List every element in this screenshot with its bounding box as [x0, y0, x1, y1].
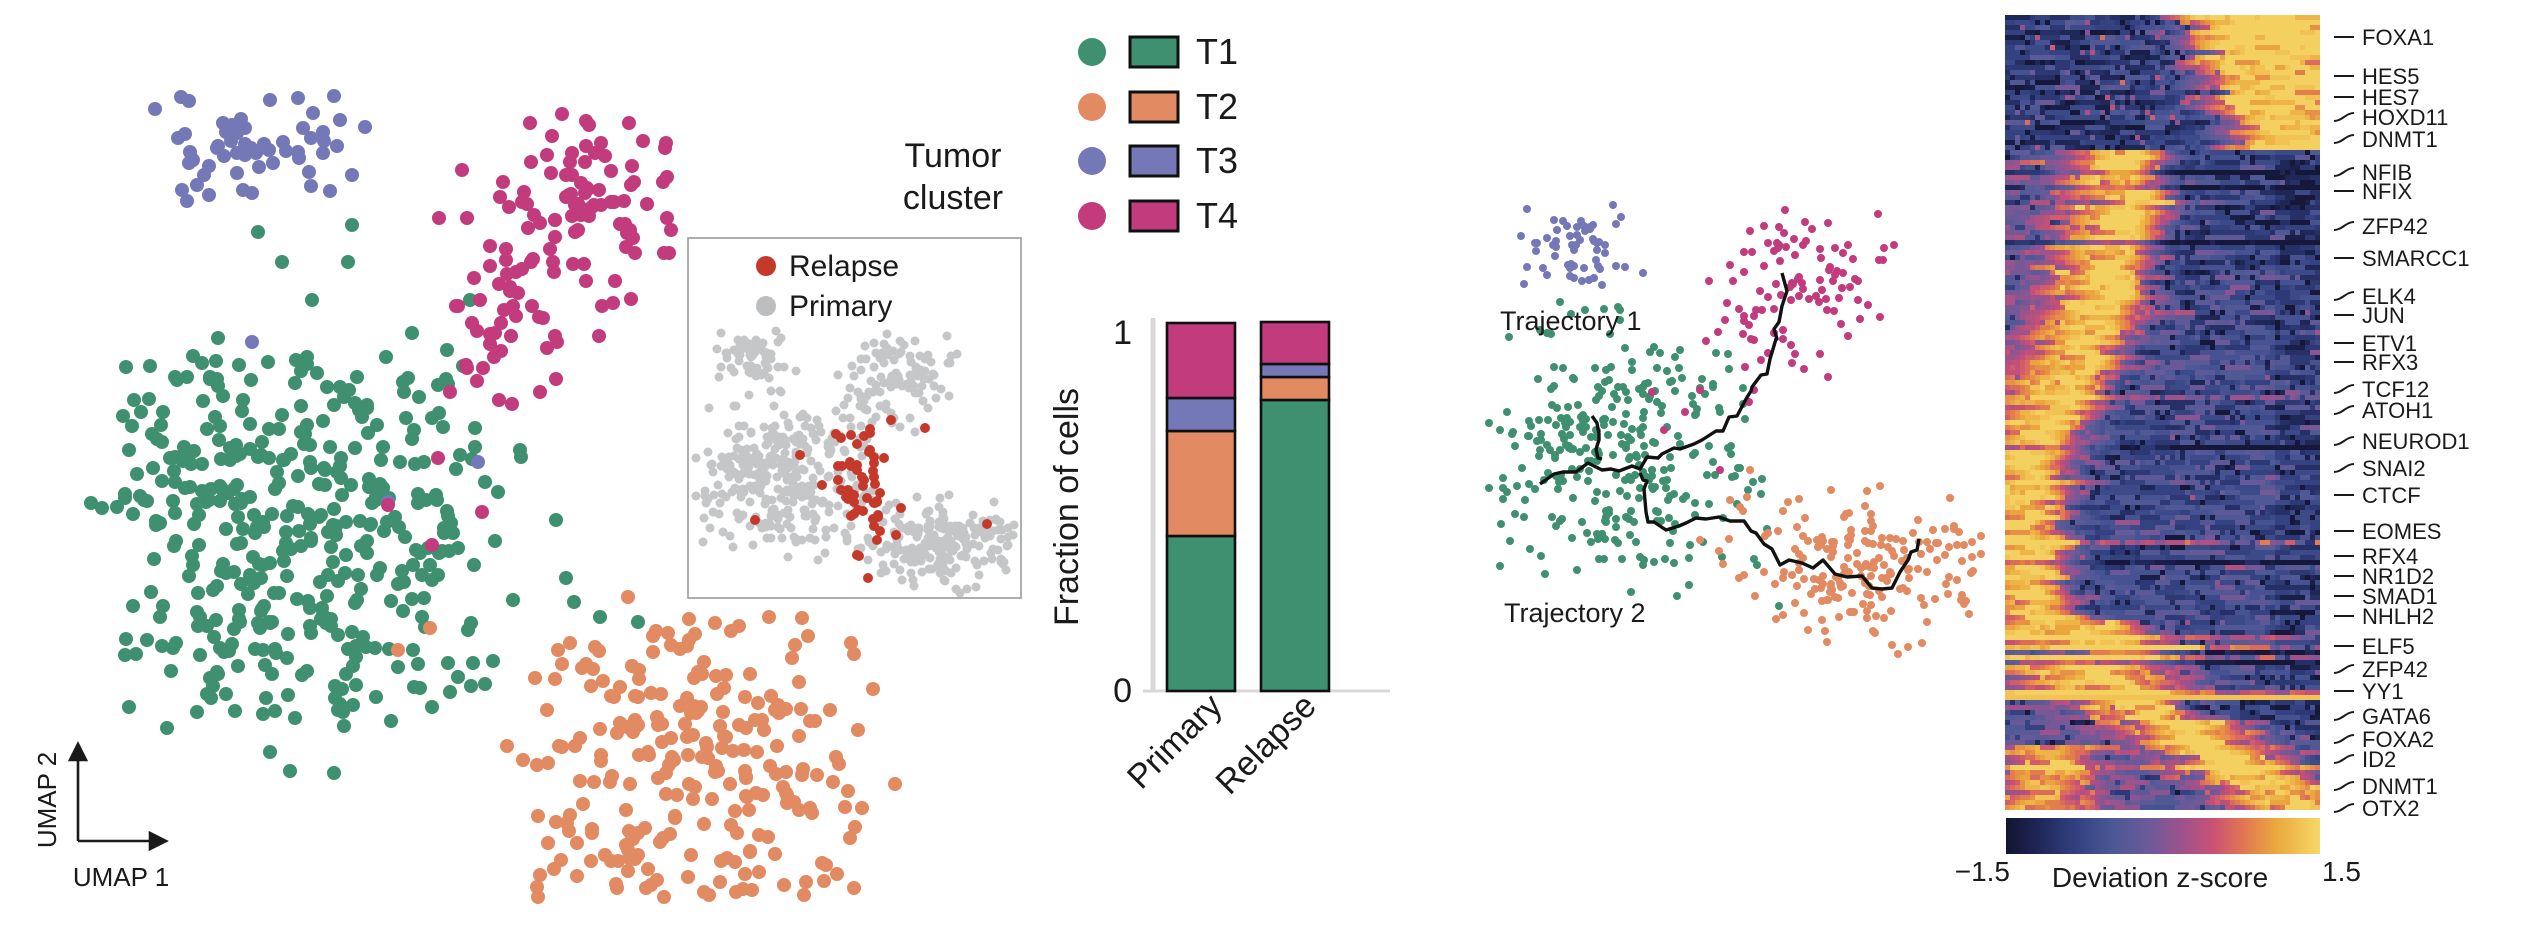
- svg-text:ZFP42: ZFP42: [2362, 214, 2428, 239]
- svg-text:JUN: JUN: [2362, 303, 2405, 328]
- svg-text:Primary: Primary: [789, 290, 892, 323]
- svg-text:HOXD11: HOXD11: [2362, 105, 2448, 130]
- svg-text:FOXA2: FOXA2: [2362, 727, 2434, 752]
- svg-text:−1.5: −1.5: [1955, 856, 2010, 887]
- svg-text:SNAI2: SNAI2: [2362, 456, 2426, 481]
- svg-text:NR1D2: NR1D2: [2362, 564, 2434, 589]
- svg-text:Trajectory 2: Trajectory 2: [1504, 598, 1646, 628]
- svg-text:SMARCC1: SMARCC1: [2362, 246, 2470, 271]
- svg-text:CTCF: CTCF: [2362, 483, 2421, 508]
- svg-text:T1: T1: [1196, 31, 1238, 72]
- svg-text:T3: T3: [1196, 140, 1238, 181]
- svg-text:ELF5: ELF5: [2362, 634, 2415, 659]
- svg-text:HES5: HES5: [2362, 64, 2419, 89]
- svg-text:YY1: YY1: [2362, 679, 2404, 704]
- svg-text:Fraction of cells: Fraction of cells: [1048, 388, 1086, 626]
- svg-text:Relapse: Relapse: [789, 250, 899, 283]
- svg-text:SMAD1: SMAD1: [2362, 584, 2438, 609]
- svg-text:T4: T4: [1196, 195, 1238, 236]
- svg-text:1.5: 1.5: [2322, 856, 2361, 887]
- svg-text:T2: T2: [1196, 86, 1238, 127]
- svg-text:RFX4: RFX4: [2362, 544, 2418, 569]
- svg-text:OTX2: OTX2: [2362, 796, 2419, 821]
- svg-text:NFIX: NFIX: [2362, 179, 2412, 204]
- svg-text:NFIB: NFIB: [2362, 160, 2412, 185]
- svg-text:UMAP 1: UMAP 1: [73, 862, 169, 892]
- svg-text:DNMT1: DNMT1: [2362, 774, 2438, 799]
- svg-text:cluster: cluster: [903, 179, 1003, 217]
- svg-text:NHLH2: NHLH2: [2362, 604, 2434, 629]
- svg-text:1: 1: [1113, 314, 1132, 352]
- svg-text:0: 0: [1113, 672, 1132, 710]
- svg-text:RFX3: RFX3: [2362, 350, 2418, 375]
- svg-text:NEUROD1: NEUROD1: [2362, 429, 2470, 454]
- svg-text:GATA6: GATA6: [2362, 704, 2431, 729]
- svg-text:HES7: HES7: [2362, 85, 2419, 110]
- svg-text:ZFP42: ZFP42: [2362, 657, 2428, 682]
- svg-text:ATOH1: ATOH1: [2362, 398, 2433, 423]
- svg-text:ID2: ID2: [2362, 747, 2396, 772]
- svg-text:Trajectory 1: Trajectory 1: [1500, 306, 1642, 336]
- svg-text:Deviation z-score: Deviation z-score: [2052, 862, 2268, 893]
- svg-text:Tumor: Tumor: [905, 137, 1002, 175]
- svg-text:ELK4: ELK4: [2362, 284, 2416, 309]
- svg-text:EOMES: EOMES: [2362, 519, 2441, 544]
- svg-text:UMAP 2: UMAP 2: [32, 752, 62, 848]
- svg-text:DNMT1: DNMT1: [2362, 127, 2438, 152]
- svg-text:TCF12: TCF12: [2362, 377, 2429, 402]
- svg-text:FOXA1: FOXA1: [2362, 25, 2434, 50]
- svg-text:ETV1: ETV1: [2362, 331, 2417, 356]
